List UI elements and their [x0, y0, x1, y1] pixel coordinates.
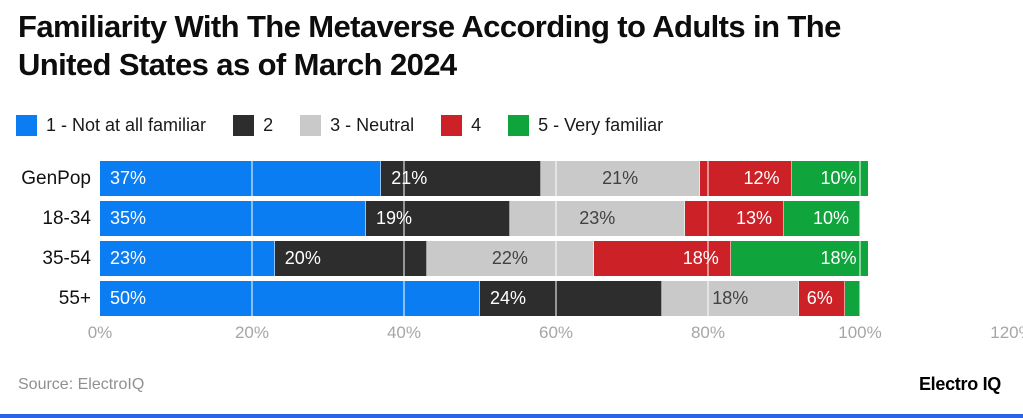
segment-value-label: 20% — [284, 248, 321, 268]
bar-row: 35-54 23% 20% 22% 18% 18% — [0, 241, 1012, 276]
segment-value-label: 18% — [682, 248, 719, 268]
legend-swatch — [300, 115, 322, 136]
x-axis-tick: 60% — [538, 323, 574, 342]
legend-swatch — [16, 115, 37, 136]
segment-value-label: 21% — [391, 168, 428, 188]
bar-segment: 23% — [100, 241, 275, 276]
bar-segment: 18% — [730, 241, 868, 276]
legend-label: 3 - Neutral — [330, 115, 415, 135]
bar-segment: 18% — [662, 281, 800, 316]
bar-segment: 12% — [700, 161, 792, 196]
legend-item: 4 — [441, 115, 481, 136]
segment-value-label: 35% — [110, 208, 147, 228]
segment-value-label: 24% — [490, 288, 527, 308]
bar-segment: 23% — [510, 201, 686, 236]
bars: GenPop 37% 21% 21% 12% 10% 18-34 35% 19% 23% 13% 10… — [0, 161, 1012, 316]
bar-segment: 37% — [100, 161, 382, 196]
segment-value-label: 13% — [735, 208, 772, 228]
legend-label: 1 - Not at all familiar — [46, 115, 207, 135]
source-note: Source: ElectroIQ — [18, 375, 145, 393]
segment-value-label: 50% — [110, 288, 147, 308]
bar-segment: 21% — [381, 161, 541, 196]
x-axis-tick: 0% — [87, 323, 113, 342]
bar-segment: 13% — [685, 201, 784, 236]
bar-row: 18-34 35% 19% 23% 13% 10% — [0, 201, 1012, 236]
bar-segment: 50% — [100, 281, 480, 316]
legend-item: 2 — [233, 115, 273, 136]
legend-swatch — [508, 115, 530, 136]
legend: 1 - Not at all familiar 2 3 - Neutral 4 5 - … — [16, 115, 663, 136]
bar-segment: 22% — [426, 241, 594, 276]
legend-item: 5 - Very familiar — [508, 115, 663, 136]
bar-segment — [844, 281, 860, 316]
segment-value-label: 37% — [110, 168, 147, 188]
segment-value-label: 6% — [806, 288, 833, 308]
segment-value-label: 10% — [812, 208, 849, 228]
x-axis-tick: 120% — [990, 323, 1023, 342]
brand-logo: Electro IQ — [918, 374, 1001, 394]
bar-plot: 50% 24% 18% 6% — [100, 281, 1012, 316]
segment-value-label: 23% — [110, 248, 147, 268]
bar-plot: 23% 20% 22% 18% 18% — [100, 241, 1012, 276]
x-axis-tick: 40% — [386, 323, 421, 342]
category-label: 18-34 — [42, 207, 91, 229]
x-axis: 0% 20% 40% 60% 80% 100% 120% — [88, 323, 1023, 347]
bar-segment: 19% — [366, 201, 511, 236]
x-axis-tick: 100% — [838, 323, 882, 342]
segment-value-label: 22% — [491, 248, 528, 268]
segment-value-label: 21% — [602, 168, 639, 188]
bar-segment: 21% — [540, 161, 701, 196]
legend-swatch — [441, 115, 463, 136]
x-axis-tick: 80% — [690, 323, 725, 342]
bar-row: GenPop 37% 21% 21% 12% 10% — [0, 161, 1012, 196]
legend-item: 1 - Not at all familiar — [16, 115, 206, 136]
bottom-accent-bar — [0, 414, 1023, 418]
segment-value-label: 10% — [820, 168, 857, 188]
bar-plot: 37% 21% 21% 12% 10% — [100, 161, 1012, 196]
bar-row: 55+ 50% 24% 18% 6% — [0, 281, 1012, 316]
legend-label: 4 — [471, 115, 482, 135]
segment-value-label: 12% — [743, 168, 780, 188]
bar-plot: 35% 19% 23% 13% 10% — [100, 201, 1012, 236]
bar-segment: 18% — [593, 241, 731, 276]
category-label: 35-54 — [42, 247, 91, 269]
legend-label: 2 — [263, 115, 274, 135]
segment-value-label: 19% — [376, 208, 413, 228]
chart-title: Familiarity With The Metaverse According… — [18, 9, 841, 82]
bar-segment: 10% — [791, 161, 868, 196]
stacked-bar-chart: GenPop 37% 21% 21% 12% 10% 18-34 35% 19% 23% 13% 10… — [0, 161, 1023, 347]
footer: Source: ElectroIQ Electro IQ — [18, 374, 1001, 395]
bar-segment: 20% — [274, 241, 427, 276]
bar-segment: 35% — [100, 201, 366, 236]
segment-value-label: 23% — [579, 208, 616, 228]
segment-value-label: 18% — [712, 288, 749, 308]
category-label: 55+ — [58, 287, 91, 309]
bar-segment: 6% — [799, 281, 845, 316]
legend-swatch — [233, 115, 255, 136]
legend-item: 3 - Neutral — [300, 115, 414, 136]
category-label: GenPop — [21, 167, 91, 189]
legend-label: 5 - Very familiar — [538, 115, 664, 135]
bar-segment: 24% — [480, 281, 663, 316]
bar-segment: 10% — [783, 201, 860, 236]
x-axis-tick: 20% — [234, 323, 269, 342]
segment-value-label: 18% — [820, 248, 857, 268]
